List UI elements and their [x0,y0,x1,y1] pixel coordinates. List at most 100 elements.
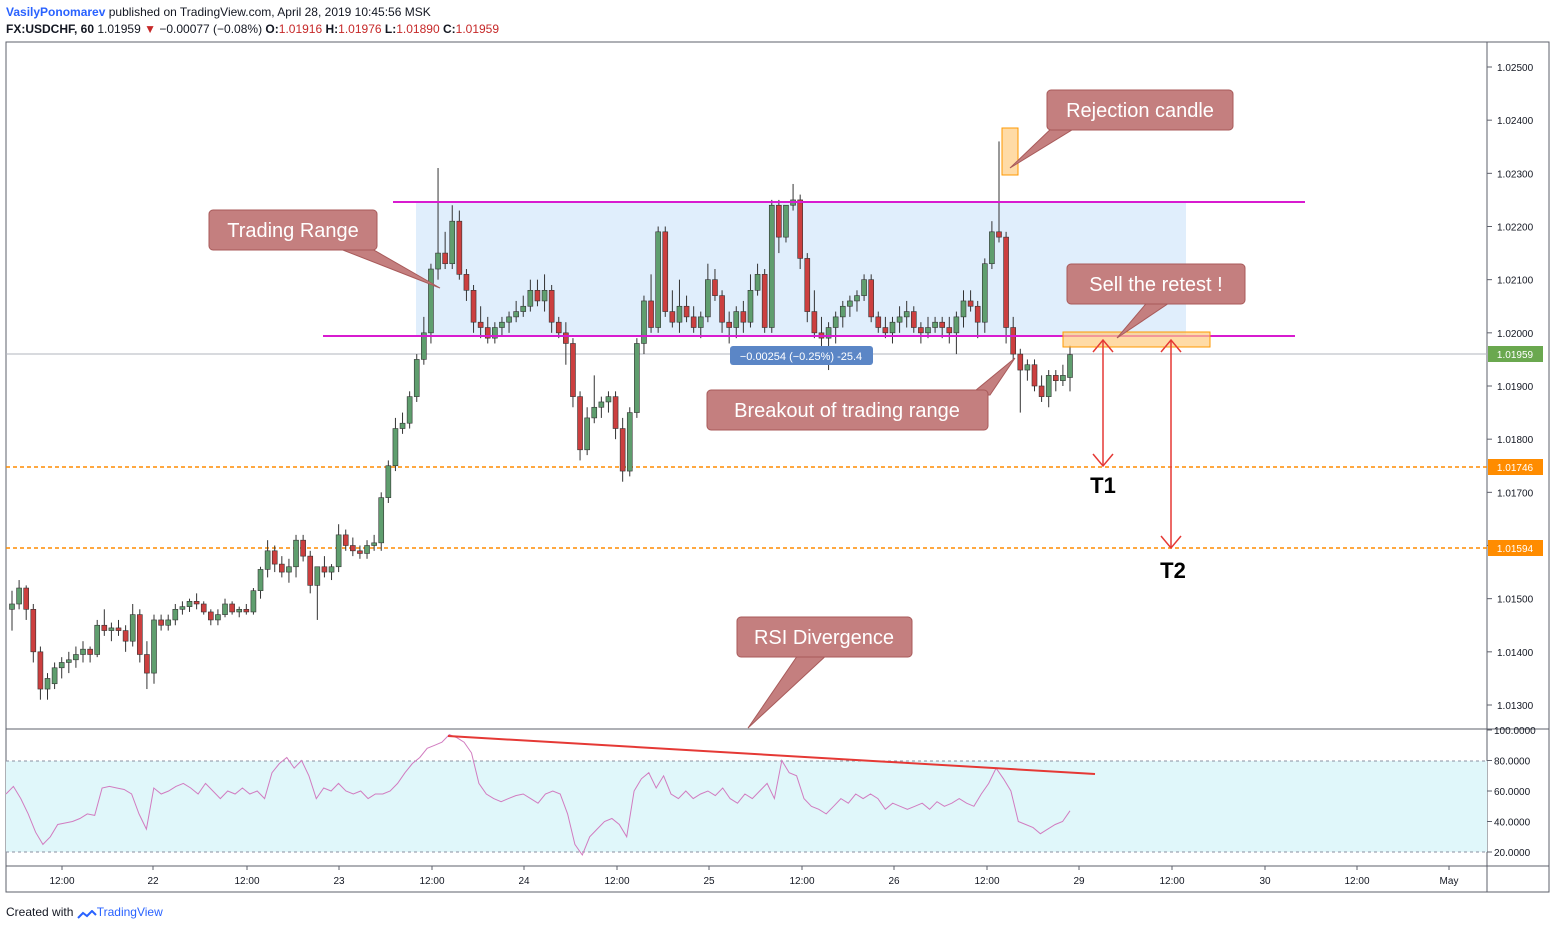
candle[interactable] [768,199,775,333]
candle[interactable] [499,316,505,336]
candle[interactable] [577,391,583,461]
candle[interactable] [1017,348,1024,413]
candle[interactable] [307,550,314,594]
candle[interactable] [719,290,725,333]
candle[interactable] [406,391,413,429]
callout-rsi-divergence[interactable]: RSI Divergence [736,616,913,729]
candle[interactable] [30,603,37,663]
candle[interactable] [648,274,654,333]
candle[interactable] [811,290,818,339]
candle[interactable] [385,460,392,503]
candle[interactable] [44,673,51,700]
candle[interactable] [733,306,740,339]
candle[interactable] [967,290,974,312]
candle[interactable] [634,338,640,418]
candle[interactable] [286,558,292,583]
candle[interactable] [641,295,647,355]
candle[interactable] [193,593,200,610]
candle[interactable] [676,279,683,333]
candle[interactable] [598,396,605,418]
candle[interactable] [442,231,448,270]
candle[interactable] [754,263,761,296]
candle[interactable] [541,274,548,312]
candle[interactable] [101,609,108,636]
candle[interactable] [357,545,363,559]
candle[interactable] [570,338,576,408]
candle[interactable] [910,306,917,333]
candle[interactable] [271,545,278,573]
candle[interactable] [378,492,385,551]
candle[interactable] [513,300,519,323]
candle[interactable] [669,290,676,328]
candle[interactable] [1052,370,1059,392]
candle[interactable] [314,566,321,620]
candle[interactable] [740,300,747,333]
candle[interactable] [165,614,172,631]
candle[interactable] [683,295,690,323]
candle[interactable] [584,407,590,456]
candle[interactable] [726,311,732,344]
candle[interactable] [839,300,846,328]
candle[interactable] [903,300,910,328]
candle[interactable] [520,295,527,317]
candle[interactable] [655,226,661,333]
callout-rejection-candle[interactable]: Rejection candle [1009,89,1234,169]
candle[interactable] [981,258,988,333]
candle[interactable] [122,625,129,652]
candle[interactable] [882,316,889,339]
candle[interactable] [364,540,370,559]
candle[interactable] [421,316,427,365]
rejection-candle-highlight[interactable] [1001,127,1019,176]
candle[interactable] [960,290,967,328]
candle[interactable] [974,300,981,339]
candle[interactable] [137,609,143,663]
candle[interactable] [932,316,938,333]
candle[interactable] [619,417,626,482]
candle[interactable] [144,641,150,690]
candle[interactable] [1067,345,1073,392]
candle[interactable] [804,253,811,323]
candle[interactable] [300,534,306,562]
candle[interactable] [761,269,768,333]
candle[interactable] [87,646,93,663]
candle[interactable] [200,601,207,615]
candle[interactable] [9,590,15,631]
candle[interactable] [1038,375,1045,402]
candle[interactable] [861,274,867,301]
candle[interactable] [996,141,1002,243]
candle[interactable] [612,391,619,440]
callout-sell-retest[interactable]: Sell the retest ! [1066,263,1246,339]
candle[interactable] [626,407,633,477]
candle[interactable] [222,598,228,618]
candle[interactable] [953,311,960,355]
candle[interactable] [94,619,101,658]
candle[interactable] [989,221,995,270]
candle[interactable] [73,646,79,668]
candle[interactable] [208,609,214,626]
time-axis[interactable]: 12:00 22 12:00 23 12:00 24 12:00 25 12:00 26 12:00… [49,866,1458,887]
candle[interactable] [470,284,477,333]
candle[interactable] [172,603,179,626]
rsi-axis[interactable]: 100.0000 80.0000 60.0000 40.0000 20.0000 [1487,726,1536,859]
candle[interactable] [151,614,157,684]
candle[interactable] [66,651,72,674]
candle[interactable] [918,322,924,344]
candle[interactable] [342,529,349,551]
candle[interactable] [1003,231,1009,344]
candle[interactable] [563,322,569,365]
candle[interactable] [1010,316,1016,360]
tradingview-brand-link[interactable]: TradingView [96,905,163,919]
candle[interactable] [16,580,22,610]
author-link[interactable]: VasilyPonomarev [6,5,106,19]
candle[interactable] [215,609,221,626]
candle[interactable] [413,354,420,402]
candle[interactable] [236,606,243,618]
candle[interactable] [946,316,953,344]
candle[interactable] [179,601,186,615]
measure-tooltip[interactable] [730,346,873,365]
candle[interactable] [747,274,754,328]
candle[interactable] [250,588,257,615]
candle[interactable] [264,540,271,578]
candle[interactable] [428,263,434,344]
